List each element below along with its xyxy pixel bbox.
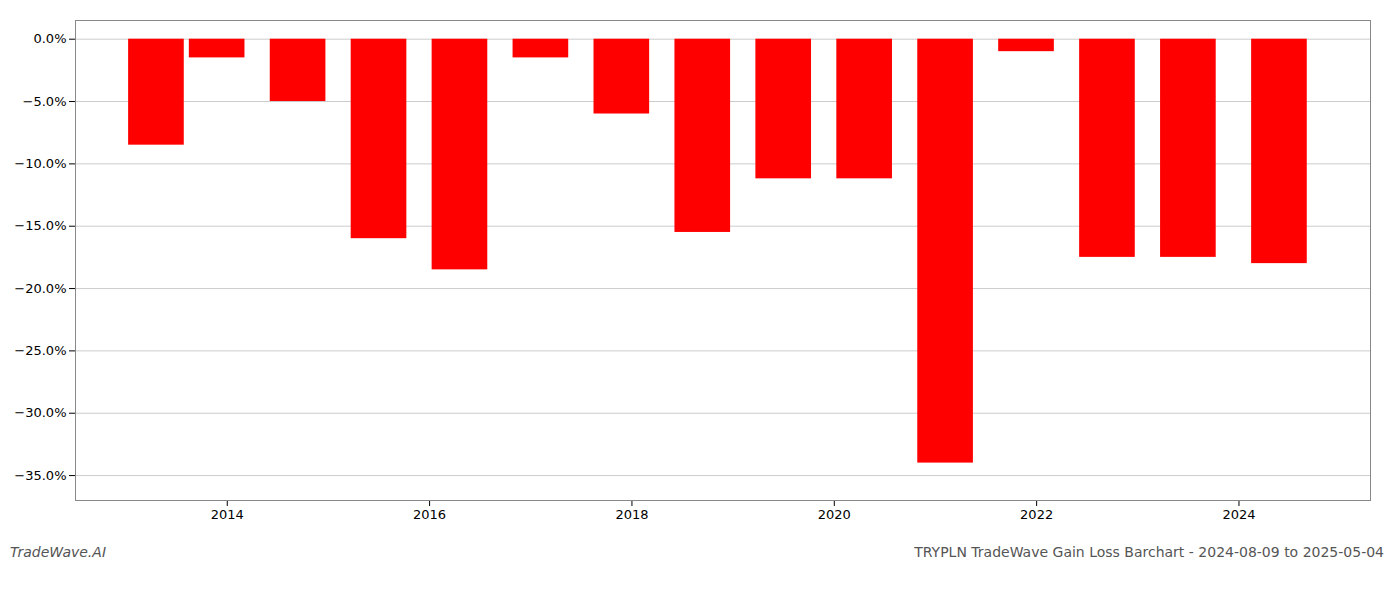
svg-text:−35.0%: −35.0%: [14, 468, 66, 483]
svg-text:0.0%: 0.0%: [33, 31, 66, 46]
html-text:TradeWave.AI: TradeWave.AI: [10, 544, 106, 560]
svg-text:−20.0%: −20.0%: [14, 281, 66, 296]
svg-text:−25.0%: −25.0%: [14, 343, 66, 358]
svg-text:−10.0%: −10.0%: [14, 156, 66, 171]
svg-text:2014: 2014: [211, 507, 244, 522]
svg-text:2016: 2016: [413, 507, 446, 522]
html-text:TRYPLN TradeWave Gain Loss Bar: TRYPLN TradeWave Gain Loss Barchart - 20…: [914, 544, 1384, 560]
svg-text:2018: 2018: [615, 507, 648, 522]
svg-text:−5.0%: −5.0%: [23, 94, 67, 109]
svg-text:2020: 2020: [818, 507, 851, 522]
svg-text:−15.0%: −15.0%: [14, 218, 66, 233]
svg-text:2022: 2022: [1020, 507, 1053, 522]
svg-text:−30.0%: −30.0%: [14, 405, 66, 420]
svg-text:2024: 2024: [1222, 507, 1255, 522]
